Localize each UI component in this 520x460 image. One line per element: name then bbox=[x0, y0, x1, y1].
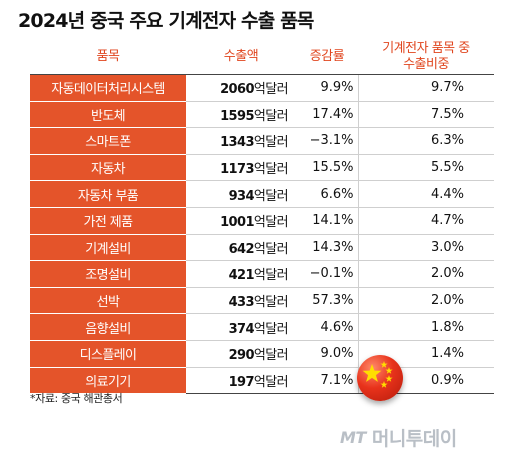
amount-unit: 억달러 bbox=[253, 215, 289, 231]
logo-brand: 머니투데이 bbox=[371, 427, 457, 450]
amount-value: 1001 bbox=[220, 215, 254, 231]
table-row: 음향설비 374억달러 4.6% 1.8% bbox=[30, 313, 494, 341]
share-cell: 1.8% bbox=[358, 313, 494, 341]
share-cell: 4.7% bbox=[358, 207, 494, 235]
amount-value: 1173 bbox=[220, 162, 254, 178]
rate-cell: 17.4% bbox=[296, 101, 359, 129]
amount-value: 1343 bbox=[220, 135, 254, 151]
rate-cell: 14.3% bbox=[296, 234, 359, 262]
item-cell: 디스플레이 bbox=[30, 340, 186, 368]
amount-value: 374 bbox=[228, 321, 255, 337]
rate-cell: 57.3% bbox=[296, 287, 359, 315]
amount-value: 934 bbox=[228, 188, 255, 204]
rate-cell: 15.5% bbox=[296, 154, 359, 182]
amount-cell: 642억달러 bbox=[186, 234, 296, 262]
amount-unit: 억달러 bbox=[253, 188, 289, 204]
item-cell: 자동차 부품 bbox=[30, 180, 186, 208]
amount-value: 421 bbox=[228, 268, 255, 284]
amount-unit: 억달러 bbox=[253, 162, 289, 178]
amount-cell: 2060억달러 bbox=[186, 74, 296, 102]
export-table: 품목 수출액 증감률 기계전자 품목 중 수출비중 자동데이터처리시스템 206… bbox=[30, 40, 494, 395]
table-header-row: 품목 수출액 증감률 기계전자 품목 중 수출비중 bbox=[30, 40, 494, 75]
share-cell: 3.0% bbox=[358, 234, 494, 262]
amount-unit: 억달러 bbox=[253, 348, 289, 364]
header-share-line2: 수출비중 bbox=[403, 57, 449, 72]
publisher-logo: MT 머니투데이 bbox=[340, 425, 457, 450]
table-row: 자동차 부품 934억달러 6.6% 4.4% bbox=[30, 180, 494, 208]
flag-stars-icon bbox=[362, 361, 393, 388]
amount-cell: 934억달러 bbox=[186, 180, 296, 208]
amount-cell: 1595억달러 bbox=[186, 101, 296, 129]
amount-unit: 억달러 bbox=[253, 135, 289, 151]
header-rate: 증감률 bbox=[296, 40, 358, 75]
table-row: 선박 433억달러 57.3% 2.0% bbox=[30, 287, 494, 315]
page-title: 2024년 중국 주요 기계전자 수출 품목 bbox=[18, 10, 314, 32]
item-cell: 선박 bbox=[30, 287, 186, 315]
item-cell: 자동데이터처리시스템 bbox=[30, 74, 186, 102]
amount-cell: 374억달러 bbox=[186, 313, 296, 341]
amount-unit: 억달러 bbox=[253, 82, 289, 98]
rate-cell: −3.1% bbox=[296, 127, 359, 155]
item-cell: 조명설비 bbox=[30, 260, 186, 288]
item-cell: 자동차 bbox=[30, 154, 186, 182]
amount-cell: 1001억달러 bbox=[186, 207, 296, 235]
rate-cell: 14.1% bbox=[296, 207, 359, 235]
table-row: 자동데이터처리시스템 2060억달러 9.9% 9.7% bbox=[30, 74, 494, 102]
rate-cell: 9.9% bbox=[296, 74, 359, 102]
table-row: 기계설비 642억달러 14.3% 3.0% bbox=[30, 234, 494, 262]
table-row: 스마트폰 1343억달러 −3.1% 6.3% bbox=[30, 127, 494, 155]
rate-cell: 9.0% bbox=[296, 340, 359, 368]
amount-cell: 197억달러 bbox=[186, 367, 296, 395]
table-row: 조명설비 421억달러 −0.1% 2.0% bbox=[30, 260, 494, 288]
share-cell: 2.0% bbox=[358, 260, 494, 288]
share-cell: 6.3% bbox=[358, 127, 494, 155]
header-share-line1: 기계전자 품목 중 bbox=[382, 41, 470, 57]
table-body: 자동데이터처리시스템 2060억달러 9.9% 9.7% 반도체 1595억달러… bbox=[30, 74, 494, 395]
amount-unit: 억달러 bbox=[253, 321, 289, 337]
amount-unit: 억달러 bbox=[253, 295, 289, 311]
header-item: 품목 bbox=[30, 40, 186, 75]
rate-cell: 7.1% bbox=[296, 367, 359, 395]
share-cell: 7.5% bbox=[358, 101, 494, 129]
item-cell: 음향설비 bbox=[30, 313, 186, 341]
amount-value: 433 bbox=[228, 295, 255, 311]
item-cell: 반도체 bbox=[30, 101, 186, 129]
share-cell: 5.5% bbox=[358, 154, 494, 182]
share-cell: 9.7% bbox=[358, 74, 494, 102]
table-row: 자동차 1173억달러 15.5% 5.5% bbox=[30, 154, 494, 182]
amount-cell: 1343억달러 bbox=[186, 127, 296, 155]
rate-cell: −0.1% bbox=[296, 260, 359, 288]
header-amount: 수출액 bbox=[186, 40, 296, 75]
header-share: 기계전자 품목 중 수출비중 bbox=[358, 40, 494, 75]
amount-unit: 억달러 bbox=[253, 241, 289, 257]
table-row: 가전 제품 1001억달러 14.1% 4.7% bbox=[30, 207, 494, 235]
amount-cell: 290억달러 bbox=[186, 340, 296, 368]
item-cell: 가전 제품 bbox=[30, 207, 186, 235]
amount-value: 2060 bbox=[220, 82, 254, 98]
item-cell: 스마트폰 bbox=[30, 127, 186, 155]
china-flag-badge-icon bbox=[357, 355, 403, 401]
item-cell: 의료기기 bbox=[30, 367, 186, 395]
amount-value: 290 bbox=[228, 348, 255, 364]
rate-cell: 4.6% bbox=[296, 313, 359, 341]
amount-cell: 421억달러 bbox=[186, 260, 296, 288]
source-note: *자료: 중국 해관총서 bbox=[30, 392, 123, 405]
table-row: 디스플레이 290억달러 9.0% 1.4% bbox=[30, 340, 494, 368]
logo-mt: MT bbox=[340, 427, 366, 447]
amount-value: 197 bbox=[228, 374, 255, 390]
amount-value: 1595 bbox=[220, 108, 254, 124]
table-row: 반도체 1595억달러 17.4% 7.5% bbox=[30, 101, 494, 129]
share-cell: 4.4% bbox=[358, 180, 494, 208]
amount-cell: 433억달러 bbox=[186, 287, 296, 315]
item-cell: 기계설비 bbox=[30, 234, 186, 262]
amount-cell: 1173억달러 bbox=[186, 154, 296, 182]
rate-cell: 6.6% bbox=[296, 180, 359, 208]
amount-unit: 억달러 bbox=[253, 268, 289, 284]
share-cell: 2.0% bbox=[358, 287, 494, 315]
amount-value: 642 bbox=[228, 241, 255, 257]
amount-unit: 억달러 bbox=[253, 374, 289, 390]
amount-unit: 억달러 bbox=[253, 108, 289, 124]
